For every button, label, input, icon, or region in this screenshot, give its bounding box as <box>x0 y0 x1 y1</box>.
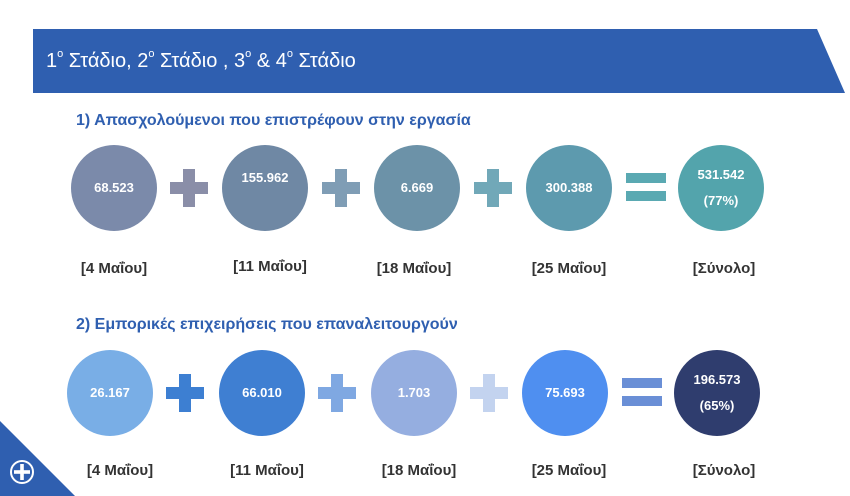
date-label: [18 Μαΐου] <box>376 260 452 277</box>
date-label: [25 Μαΐου] <box>531 462 607 479</box>
date-label: [Σύνολο] <box>692 462 756 479</box>
circle-value: 68.523 <box>71 145 157 231</box>
plus-icon <box>470 374 508 412</box>
equals-icon <box>622 376 662 408</box>
plus-icon <box>170 169 208 207</box>
plus-icon <box>166 374 204 412</box>
date-label: [4 Μαΐου] <box>86 462 154 479</box>
total-circle: 531.542 (77%) <box>678 145 764 231</box>
section-title-businesses: 2) Εμπορικές επιχειρήσεις που επαναλειτο… <box>76 316 458 333</box>
page-title: 1ο Στάδιο, 2ο Στάδιο , 3ο & 4ο Στάδιο <box>46 48 356 72</box>
greek-coat-of-arms-icon <box>10 460 34 484</box>
plus-icon <box>474 169 512 207</box>
title-banner <box>33 29 845 93</box>
plus-icon <box>322 169 360 207</box>
circle-value: 66.010 <box>219 350 305 436</box>
circle-value: 155.962 <box>222 145 308 231</box>
plus-icon <box>318 374 356 412</box>
circle-value: 1.703 <box>371 350 457 436</box>
circle-value: 300.388 <box>526 145 612 231</box>
date-label: [4 Μαΐου] <box>80 260 148 277</box>
date-label: [Σύνολο] <box>692 260 756 277</box>
date-label: [11 Μαΐου] <box>233 258 307 275</box>
equals-icon <box>626 171 666 203</box>
circle-value: 6.669 <box>374 145 460 231</box>
total-circle: 196.573 (65%) <box>674 350 760 436</box>
section-title-employees: 1) Απασχολούμενοι που επιστρέφουν στην ε… <box>76 112 471 129</box>
circle-value: 75.693 <box>522 350 608 436</box>
date-label: [25 Μαΐου] <box>531 260 607 277</box>
date-label: [11 Μαΐου] <box>230 462 304 479</box>
circle-value: 26.167 <box>67 350 153 436</box>
date-label: [18 Μαΐου] <box>381 462 457 479</box>
